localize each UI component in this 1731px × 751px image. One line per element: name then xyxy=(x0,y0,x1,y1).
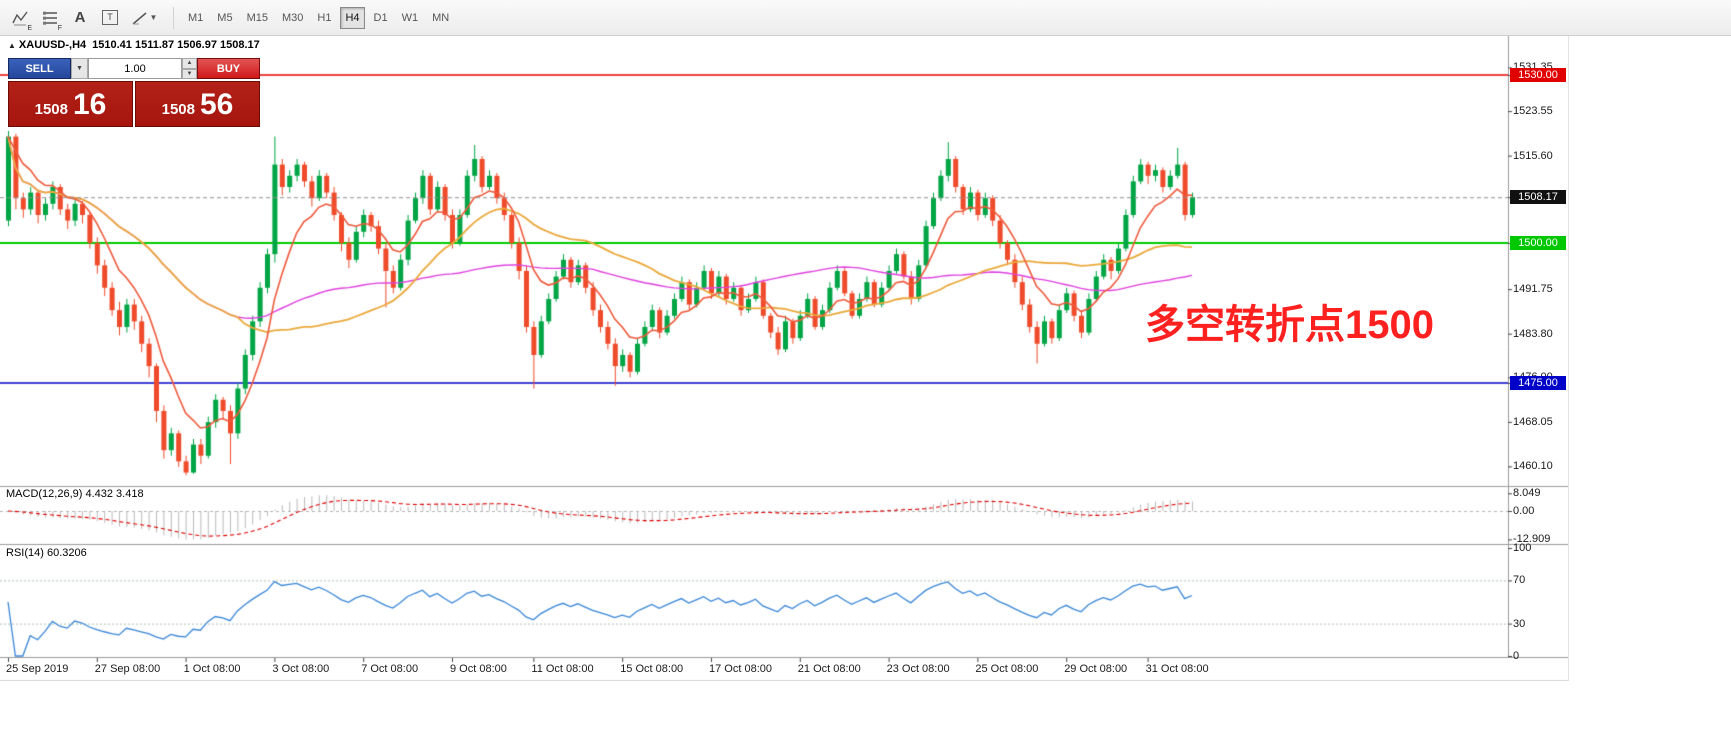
time-axis-label: 9 Oct 08:00 xyxy=(450,663,507,675)
timeframe-button-m15[interactable]: M15 xyxy=(242,7,273,29)
rsi-indicator-label: RSI(14) 60.3206 xyxy=(6,547,87,559)
text-label-icon[interactable]: A xyxy=(66,4,94,32)
text-box-icon[interactable]: T xyxy=(96,4,124,32)
ask-price-whole: 1508 xyxy=(161,101,195,118)
rsi-axis-label: 0 xyxy=(1513,650,1520,662)
chart-window: ▲ XAUUSD-,H4 1510.41 1511.87 1506.97 1508.… xyxy=(0,36,1569,681)
timeframe-button-h4[interactable]: H4 xyxy=(340,6,365,29)
timeframe-button-m5[interactable]: M5 xyxy=(212,7,237,29)
rsi-axis-label: 30 xyxy=(1513,617,1526,630)
candlestick-glyph xyxy=(12,11,28,25)
ask-price-pips: 56 xyxy=(200,88,234,121)
caret-down-icon: ▼ xyxy=(76,65,83,72)
collapse-arrow-icon[interactable]: ▲ xyxy=(8,41,16,50)
symbol-timeframe-label: XAUUSD-,H4 xyxy=(18,39,87,51)
time-axis-label: 21 Oct 08:00 xyxy=(797,663,861,675)
macd-indicator-label: MACD(12,26,9) 4.432 3.418 xyxy=(6,488,144,500)
icon-badge: F xyxy=(57,24,62,32)
trendline-glyph xyxy=(132,11,147,25)
price-axis-label: 1460.10 xyxy=(1513,460,1553,473)
time-axis-label: 17 Oct 08:00 xyxy=(709,663,772,675)
timeframe-button-mn[interactable]: MN xyxy=(427,7,454,29)
macd-axis-label: -12.909 xyxy=(1513,533,1551,546)
time-axis-label: 23 Oct 08:00 xyxy=(886,663,950,675)
time-axis-label: 7 Oct 08:00 xyxy=(361,663,419,675)
macd-axis-label: 0.00 xyxy=(1513,505,1535,517)
timeframe-button-m30[interactable]: M30 xyxy=(277,7,308,29)
price-axis-label: 1515.60 xyxy=(1513,149,1553,162)
ask-price-tile[interactable]: 1508 56 xyxy=(135,81,260,127)
price-chart-canvas[interactable] xyxy=(0,36,1568,681)
levels-glyph xyxy=(43,11,57,25)
price-axis-label: 1523.55 xyxy=(1513,105,1553,118)
boxed-t-glyph: T xyxy=(102,10,118,25)
time-axis-label: 3 Oct 08:00 xyxy=(272,663,330,675)
indicator-draw-icon[interactable]: E xyxy=(6,4,34,32)
one-click-trading-panel: SELL ▼ ▲ ▼ BUY 1508 16 1508 56 xyxy=(8,58,262,127)
sell-button[interactable]: SELL xyxy=(8,58,71,79)
rsi-axis-label: 100 xyxy=(1513,542,1532,554)
timeframe-group: M1 M5 M15 M30 H1 H4 D1 W1 MN xyxy=(183,6,458,29)
toolbar-separator xyxy=(173,6,174,29)
volume-increase-button[interactable]: ▲ xyxy=(182,58,197,69)
bid-ask-tiles: 1508 16 1508 56 xyxy=(8,81,262,127)
time-axis-label: 31 Oct 08:00 xyxy=(1145,663,1209,675)
price-axis-label: 1468.05 xyxy=(1513,415,1553,428)
levels-draw-icon[interactable]: F xyxy=(36,4,64,32)
volume-input[interactable] xyxy=(88,58,182,79)
timeframe-button-m1[interactable]: M1 xyxy=(183,7,208,29)
timeframe-button-d1[interactable]: D1 xyxy=(369,7,393,29)
time-axis-label: 25 Sep 2019 xyxy=(6,663,69,675)
chart-header: ▲ XAUUSD-,H4 1510.41 1511.87 1506.97 1508.… xyxy=(8,39,260,51)
time-axis-label: 15 Oct 08:00 xyxy=(620,663,684,675)
price-line-badge[interactable]: 1475.00 xyxy=(1510,375,1566,390)
price-axis-label: 1483.80 xyxy=(1513,327,1553,340)
letter-a-glyph: A xyxy=(74,9,86,26)
buy-button[interactable]: BUY xyxy=(197,58,260,79)
trendline-style-icon[interactable]: ▼ xyxy=(126,4,162,32)
chart-toolbar: E F A T ▼ M1 M5 M15 M30 H1 H4 D1 W1 MN xyxy=(0,0,1731,36)
timeframe-button-w1[interactable]: W1 xyxy=(397,7,424,29)
volume-dropdown-button[interactable]: ▼ xyxy=(71,58,88,79)
time-axis-label: 11 Oct 08:00 xyxy=(531,663,594,675)
ohlc-values: 1510.41 1511.87 1506.97 1508.17 xyxy=(92,39,260,51)
time-axis-label: 29 Oct 08:00 xyxy=(1064,663,1128,675)
rsi-axis-label: 70 xyxy=(1513,574,1526,587)
icon-badge: E xyxy=(27,24,32,32)
price-line-badge[interactable]: 1500.00 xyxy=(1510,235,1566,250)
bid-price-tile[interactable]: 1508 16 xyxy=(8,81,133,127)
price-line-badge[interactable]: 1530.00 xyxy=(1510,68,1566,82)
timeframe-button-h1[interactable]: H1 xyxy=(312,7,336,29)
current-price-badge: 1508.17 xyxy=(1510,190,1566,205)
volume-decrease-button[interactable]: ▼ xyxy=(182,68,197,79)
trade-controls-row: SELL ▼ ▲ ▼ BUY xyxy=(8,58,262,79)
chart-annotation-text: 多空转折点1500 xyxy=(1145,303,1434,347)
volume-stepper: ▲ ▼ xyxy=(182,58,197,79)
price-axis-label: 1491.75 xyxy=(1513,283,1553,296)
bid-price-whole: 1508 xyxy=(34,101,68,118)
caret-down-icon: ▼ xyxy=(149,13,158,22)
bid-price-pips: 16 xyxy=(73,88,107,121)
time-axis-label: 1 Oct 08:00 xyxy=(183,663,241,675)
macd-axis-label: 8.049 xyxy=(1513,487,1541,500)
time-axis-label: 27 Sep 08:00 xyxy=(94,663,161,675)
time-axis-label: 25 Oct 08:00 xyxy=(975,663,1039,675)
